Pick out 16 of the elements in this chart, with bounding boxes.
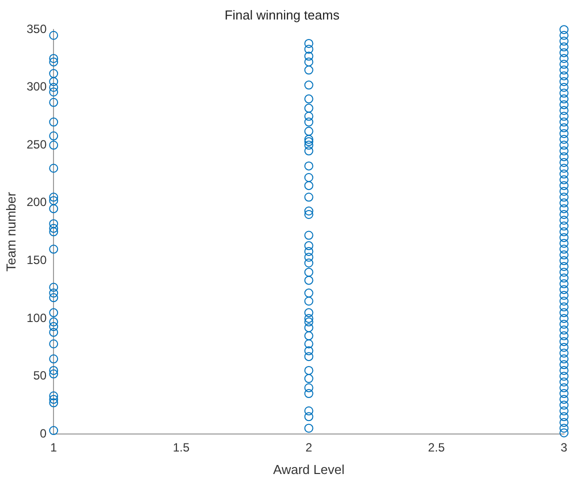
x-tick-label: 3 — [560, 440, 568, 455]
chart-title: Final winning teams — [224, 7, 340, 22]
y-tick-label: 0 — [40, 426, 47, 440]
y-tick-label: 50 — [33, 368, 47, 383]
y-tick-label: 100 — [26, 310, 47, 325]
y-tick-label: 150 — [26, 253, 47, 267]
x-tick-label: 1.5 — [172, 440, 190, 455]
y-tick-label: 250 — [26, 137, 47, 152]
x-tick-label: 2 — [305, 440, 312, 455]
y-axis-title: Team number — [3, 191, 18, 272]
x-tick-label: 1 — [50, 440, 58, 455]
y-tick-label: 300 — [26, 80, 47, 94]
y-tick-label: 350 — [26, 22, 47, 36]
x-tick-label: 2.5 — [428, 440, 446, 455]
x-axis-title: Award Level — [273, 462, 345, 477]
y-tick-label: 200 — [26, 195, 47, 210]
